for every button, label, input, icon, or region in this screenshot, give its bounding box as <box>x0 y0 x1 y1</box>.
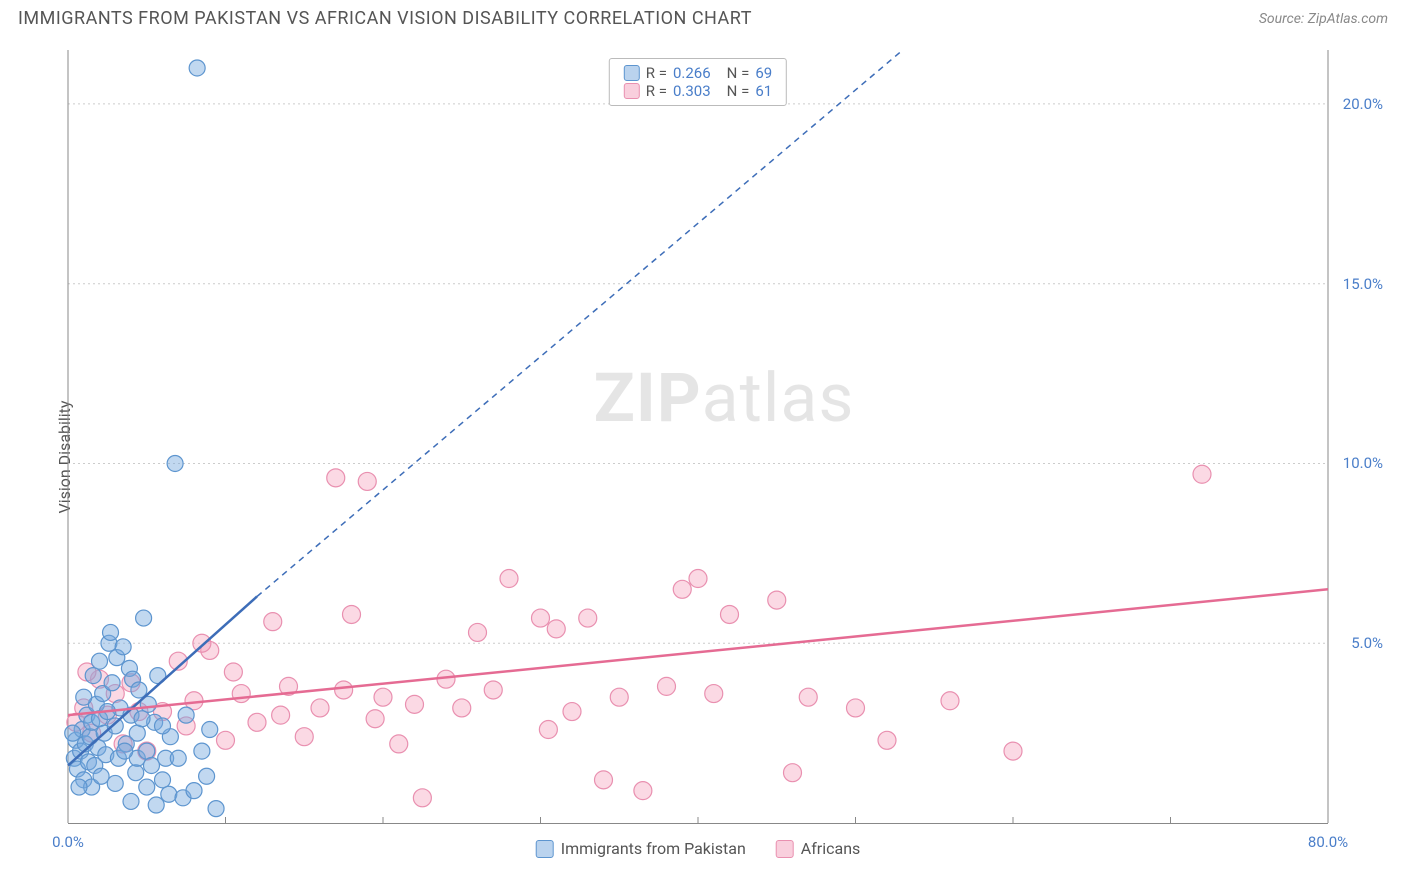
x-tick-label: 0.0% <box>52 833 84 851</box>
legend-item: Africans <box>776 839 860 858</box>
legend-item: Immigrants from Pakistan <box>536 839 746 858</box>
scatter-chart-svg <box>68 50 1328 823</box>
legend-row: R = 0.266N = 69 <box>624 64 772 82</box>
y-tick-label: 5.0% <box>1351 634 1383 652</box>
x-tick-label: 80.0% <box>1308 833 1348 851</box>
series-legend: Immigrants from Pakistan Africans <box>536 839 861 858</box>
source-label: Source: ZipAtlas.com <box>1259 11 1388 27</box>
y-tick-label: 20.0% <box>1343 95 1383 113</box>
correlation-legend: R = 0.266N = 69R = 0.303N = 61 <box>609 58 787 106</box>
chart-title: IMMIGRANTS FROM PAKISTAN VS AFRICAN VISI… <box>18 8 752 29</box>
y-tick-label: 10.0% <box>1343 454 1383 472</box>
legend-row: R = 0.303N = 61 <box>624 82 772 100</box>
chart-container: Vision Disability ZIPatlas R = 0.266N = … <box>18 40 1388 874</box>
plot-area: ZIPatlas R = 0.266N = 69R = 0.303N = 61 … <box>68 50 1328 824</box>
y-tick-label: 15.0% <box>1343 275 1383 293</box>
title-bar: IMMIGRANTS FROM PAKISTAN VS AFRICAN VISI… <box>0 0 1406 33</box>
